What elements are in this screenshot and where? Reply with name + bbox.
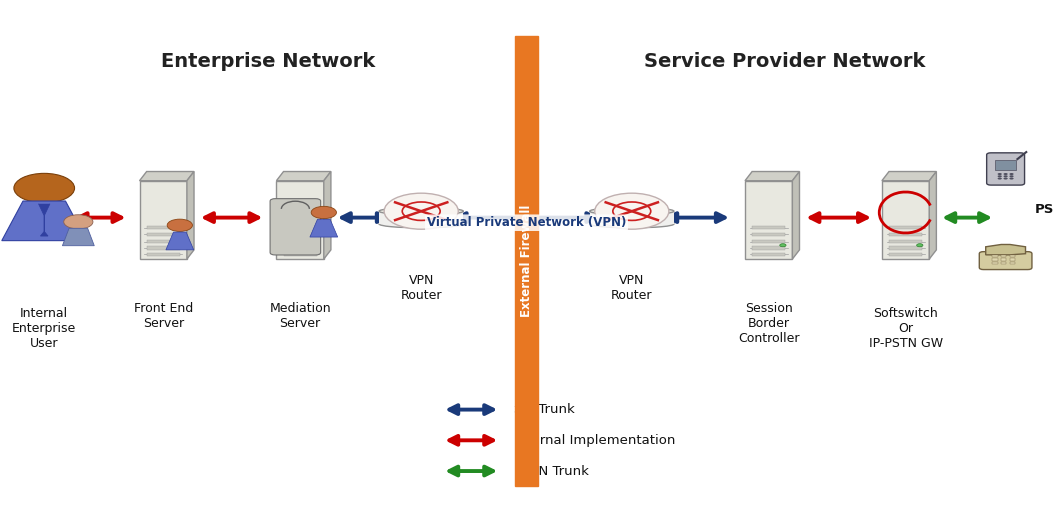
- Circle shape: [312, 206, 337, 219]
- Bar: [889, 240, 922, 243]
- Bar: [992, 262, 997, 264]
- Bar: [283, 232, 317, 236]
- Bar: [889, 253, 922, 256]
- Text: Mediation
Server: Mediation Server: [270, 302, 331, 330]
- Bar: [752, 232, 786, 236]
- FancyBboxPatch shape: [987, 153, 1025, 185]
- Circle shape: [779, 244, 786, 247]
- Text: Enterprise Network: Enterprise Network: [161, 52, 376, 71]
- Bar: [146, 226, 180, 229]
- Bar: [752, 246, 786, 249]
- Bar: [146, 253, 180, 256]
- Circle shape: [1010, 175, 1014, 177]
- Text: Internal Implementation: Internal Implementation: [514, 434, 675, 447]
- Bar: [889, 226, 922, 229]
- Bar: [283, 246, 317, 249]
- FancyBboxPatch shape: [746, 181, 793, 259]
- Bar: [283, 240, 317, 243]
- Polygon shape: [166, 232, 194, 250]
- Bar: [1010, 255, 1015, 257]
- Bar: [752, 253, 786, 256]
- Text: Session
Border
Controller: Session Border Controller: [738, 302, 799, 345]
- Bar: [752, 226, 786, 229]
- Polygon shape: [324, 172, 331, 259]
- Circle shape: [14, 174, 75, 203]
- Bar: [146, 232, 180, 236]
- Circle shape: [1010, 178, 1014, 180]
- Polygon shape: [792, 172, 799, 259]
- Circle shape: [312, 244, 318, 247]
- Bar: [283, 226, 317, 229]
- Polygon shape: [62, 228, 95, 246]
- Text: VPN
Router: VPN Router: [611, 274, 653, 302]
- Polygon shape: [187, 172, 194, 259]
- Polygon shape: [39, 204, 49, 236]
- Bar: [283, 253, 317, 256]
- Text: External Firewall: External Firewall: [520, 205, 533, 317]
- Polygon shape: [310, 219, 338, 237]
- Bar: [995, 160, 1016, 170]
- Text: PSTN Trunk: PSTN Trunk: [514, 464, 589, 478]
- FancyBboxPatch shape: [882, 181, 930, 259]
- Bar: [146, 240, 180, 243]
- Text: VPN
Router: VPN Router: [400, 274, 442, 302]
- FancyBboxPatch shape: [270, 199, 320, 255]
- Polygon shape: [746, 172, 799, 181]
- Circle shape: [175, 244, 181, 247]
- Text: PSTN: PSTN: [1035, 203, 1053, 217]
- Circle shape: [997, 175, 1001, 177]
- Bar: [515, 36, 538, 486]
- Text: SIP Trunk: SIP Trunk: [514, 403, 575, 416]
- Circle shape: [1004, 178, 1008, 180]
- Bar: [1001, 262, 1007, 264]
- Text: Internal
Enterprise
User: Internal Enterprise User: [12, 307, 77, 350]
- Bar: [379, 211, 463, 224]
- Circle shape: [997, 178, 1001, 180]
- Bar: [992, 255, 997, 257]
- Ellipse shape: [379, 220, 463, 228]
- Bar: [1010, 262, 1015, 264]
- Circle shape: [167, 219, 193, 231]
- Circle shape: [64, 215, 93, 229]
- Polygon shape: [2, 201, 86, 241]
- Bar: [752, 240, 786, 243]
- Bar: [146, 246, 180, 249]
- Ellipse shape: [379, 207, 463, 215]
- Bar: [1001, 259, 1007, 261]
- Text: Front End
Server: Front End Server: [134, 302, 193, 330]
- FancyBboxPatch shape: [139, 181, 187, 259]
- Circle shape: [1004, 175, 1008, 177]
- Bar: [1010, 259, 1015, 261]
- Polygon shape: [929, 172, 936, 259]
- Polygon shape: [139, 172, 194, 181]
- FancyBboxPatch shape: [979, 252, 1032, 270]
- Circle shape: [595, 193, 669, 229]
- Text: Softswitch
Or
IP-PSTN GW: Softswitch Or IP-PSTN GW: [869, 307, 942, 350]
- Circle shape: [1004, 173, 1008, 175]
- Circle shape: [1010, 173, 1014, 175]
- Polygon shape: [882, 172, 936, 181]
- Text: Service Provider Network: Service Provider Network: [643, 52, 926, 71]
- Polygon shape: [986, 245, 1026, 255]
- Text: Virtual Private Network (VPN): Virtual Private Network (VPN): [426, 216, 627, 229]
- Circle shape: [997, 173, 1001, 175]
- Ellipse shape: [590, 220, 674, 228]
- FancyBboxPatch shape: [276, 181, 324, 259]
- Bar: [590, 211, 674, 224]
- Bar: [889, 232, 922, 236]
- Circle shape: [384, 193, 458, 229]
- Ellipse shape: [590, 207, 674, 215]
- Polygon shape: [276, 172, 331, 181]
- Bar: [889, 246, 922, 249]
- Circle shape: [916, 244, 922, 247]
- Bar: [992, 259, 997, 261]
- Bar: [1001, 255, 1007, 257]
